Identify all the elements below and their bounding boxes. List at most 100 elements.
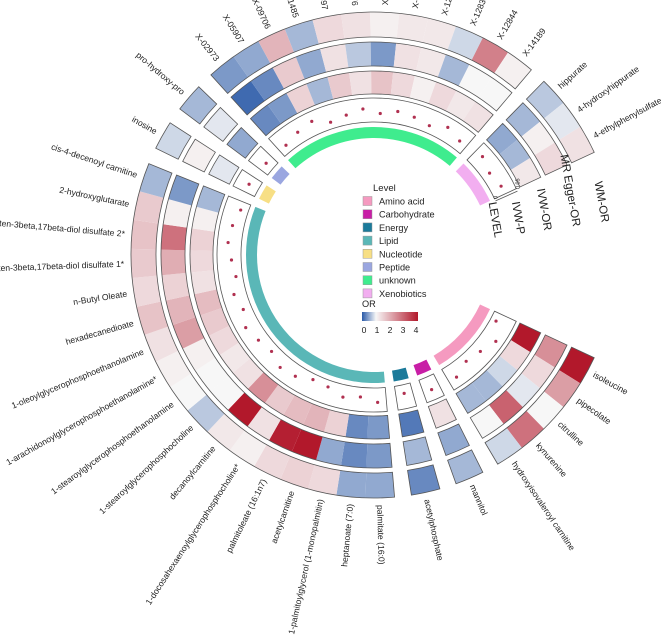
metabolite-label: mannitol xyxy=(468,483,490,517)
egger-or-cell xyxy=(182,139,216,172)
wm-or-cell xyxy=(131,219,159,250)
metabolite-label: 1-palmitoylglycerol (1-monopalmitin) xyxy=(286,498,325,635)
ivw-or-cell xyxy=(208,325,239,356)
track-label: IVW-OR xyxy=(534,188,553,232)
track-label: WM-OR xyxy=(592,181,611,224)
egger-or-cell xyxy=(341,441,368,468)
ivw-p-point xyxy=(458,139,462,143)
heatmap-tracks xyxy=(130,11,595,499)
legend-swatch xyxy=(362,196,373,206)
ivw-p-point xyxy=(454,375,459,379)
ivw-p-point xyxy=(464,359,468,363)
metabolite-label: X-11485 xyxy=(282,0,301,19)
egger-or-cell xyxy=(366,443,393,469)
metabolite-label: acetylphosphate xyxy=(422,498,445,561)
ivw-or-cell xyxy=(267,93,298,124)
level-segment xyxy=(413,359,432,376)
ivw-or-cell xyxy=(499,139,531,170)
ivw-p-point xyxy=(494,319,498,323)
egger-or-cell xyxy=(521,121,555,156)
ivw-sector-border xyxy=(208,154,240,185)
metabolite-label: inosine xyxy=(130,114,159,136)
egger-or-cell xyxy=(269,419,302,452)
ivw-p-point xyxy=(487,171,492,175)
wm-sector-border xyxy=(130,163,395,499)
ivw-or-cell xyxy=(409,75,437,104)
wm-sector-border xyxy=(447,449,484,485)
sector-peptide xyxy=(179,86,290,185)
ivw-or-cell xyxy=(510,157,541,187)
sector-lipid xyxy=(130,163,395,499)
ivw-p-point xyxy=(244,326,248,330)
metabolite-label: kynurenine xyxy=(534,441,569,479)
ivw-or-cell xyxy=(349,71,372,96)
ivw-sector-border xyxy=(226,127,259,159)
wm-or-cell xyxy=(526,81,564,119)
ivw-or-cell xyxy=(219,342,251,373)
metabolite-label: citrulline xyxy=(556,419,586,448)
ivw-or-cell xyxy=(190,270,217,295)
ivw-p-point xyxy=(430,388,434,392)
metabolite-label: pro-hydroxy-pro xyxy=(134,50,187,97)
egger-or-cell xyxy=(458,64,492,98)
legend-item: Energy xyxy=(379,223,409,233)
colorbar-tick: 2 xyxy=(388,325,393,335)
egger-or-cell xyxy=(272,56,305,89)
wm-or-cell xyxy=(422,18,457,50)
metabolite-label: X-09706 xyxy=(250,0,273,31)
metabolite-label: 4-ethylphenylsulfate xyxy=(591,95,661,140)
wm-or-cell xyxy=(136,301,169,335)
ivw-p-point xyxy=(396,109,400,114)
ivw-p-point xyxy=(478,349,482,354)
wm-or-cell xyxy=(139,163,172,198)
ivw-or-cell xyxy=(510,323,541,353)
egger-or-cell xyxy=(403,436,432,466)
metabolite-label: X-12038 xyxy=(380,0,391,5)
ivw-or-cell xyxy=(428,398,457,429)
colorbar-title: OR xyxy=(362,299,376,309)
wm-or-cell xyxy=(210,56,249,94)
p-sector-border xyxy=(441,310,517,391)
p-axis-tick: 0.05 xyxy=(515,178,521,189)
egger-or-cell xyxy=(195,357,229,392)
p-sector-border xyxy=(232,169,263,198)
ivw-sector-border xyxy=(189,185,391,440)
ivw-or-cell xyxy=(327,72,353,100)
ivw-or-cell xyxy=(471,370,503,401)
ivw-or-cell xyxy=(323,409,350,437)
wm-or-cell xyxy=(207,413,245,451)
colorbar-tick: 0 xyxy=(362,325,367,335)
metabolite-label: X-05907 xyxy=(221,12,247,45)
egger-or-cell xyxy=(320,43,349,73)
wm-sector-border xyxy=(407,464,441,496)
wm-or-cell xyxy=(341,12,371,40)
wm-or-cell xyxy=(447,449,483,484)
ivw-or-cell xyxy=(367,415,390,440)
sector-energy xyxy=(392,367,441,496)
ivw-or-cell xyxy=(190,250,214,273)
track-label: IVW-P xyxy=(509,201,527,236)
ivw-or-cell xyxy=(208,154,239,185)
track-label: LEVEL xyxy=(486,201,504,239)
sector-unknown xyxy=(210,11,532,169)
ivw-p-point xyxy=(239,208,243,212)
wm-or-cell xyxy=(447,26,483,61)
p-sector-border xyxy=(466,142,517,200)
ivw-or-cell xyxy=(390,72,415,99)
egger-or-cell xyxy=(182,338,216,371)
egger-or-cell xyxy=(161,249,186,276)
ivw-sector-border xyxy=(398,409,425,438)
metabolite-label: hippurate xyxy=(556,59,589,91)
legend-swatch xyxy=(362,209,373,219)
p-sector-border xyxy=(394,382,418,411)
egger-sector-border xyxy=(402,436,433,466)
ivw-p-point xyxy=(480,155,485,159)
wm-or-cell xyxy=(155,122,192,160)
ivw-p-point xyxy=(446,125,450,130)
metabolite-label: X-12833 xyxy=(468,0,490,27)
p-sector-border xyxy=(216,195,388,413)
or-colorbar: OR 0 1 2 3 4 xyxy=(362,299,419,335)
level-segment xyxy=(288,126,457,169)
sector-amino-acid xyxy=(433,304,595,465)
legend-item: Carbohydrate xyxy=(379,210,435,220)
